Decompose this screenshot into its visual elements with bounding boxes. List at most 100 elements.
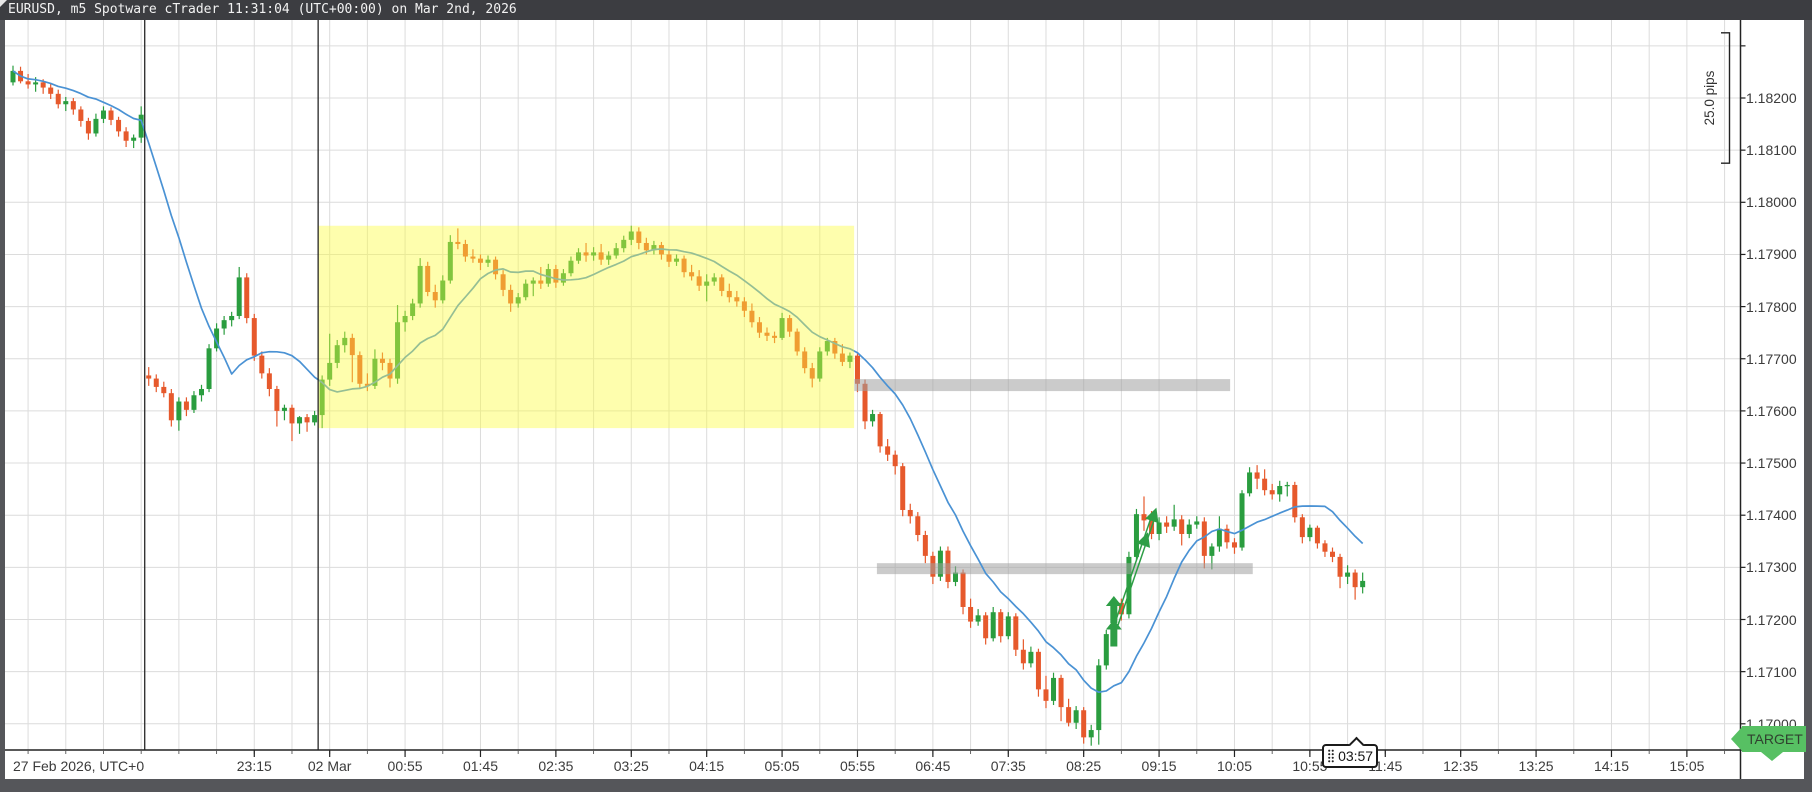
pip-ruler-label: 25.0 pips bbox=[1702, 70, 1717, 125]
candle-body bbox=[1292, 484, 1298, 518]
buy-arrow-marker-icon[interactable] bbox=[1105, 596, 1122, 624]
candle-body bbox=[236, 277, 242, 316]
time-label-06-45: 06:45 bbox=[915, 758, 951, 774]
candle-body bbox=[70, 101, 76, 110]
candle-body bbox=[523, 283, 529, 298]
candle-body bbox=[998, 612, 1004, 637]
candle-body bbox=[538, 280, 544, 284]
time-label-01-45: 01:45 bbox=[462, 758, 498, 774]
candle-body bbox=[772, 335, 778, 338]
candle-body bbox=[968, 606, 974, 622]
candle-body bbox=[1262, 478, 1268, 491]
time-label-02-Mar: 02 Mar bbox=[307, 758, 352, 774]
candle-body bbox=[515, 297, 521, 304]
candle-body bbox=[78, 109, 84, 121]
candle-body bbox=[1330, 551, 1335, 557]
time-label-10-05: 10:05 bbox=[1216, 758, 1252, 774]
candle-body bbox=[176, 401, 182, 421]
candle-body bbox=[1322, 543, 1328, 552]
time-label-23-15: 23:15 bbox=[236, 758, 272, 774]
candle-body bbox=[387, 362, 393, 379]
candle-body bbox=[719, 277, 725, 291]
candle-body bbox=[63, 101, 69, 105]
candle-body bbox=[530, 280, 536, 284]
candle-body bbox=[417, 265, 423, 304]
price-label-1.17100: 1.17100 bbox=[1746, 663, 1797, 680]
time-label-15-05: 15:05 bbox=[1669, 758, 1705, 774]
time-label-09-15: 09:15 bbox=[1141, 758, 1177, 774]
candle-body bbox=[297, 417, 303, 424]
candle-body bbox=[576, 252, 581, 261]
candle-body bbox=[455, 241, 461, 245]
bar-countdown-value: 03:57 bbox=[1338, 748, 1374, 764]
yellow-highlight-zone[interactable] bbox=[317, 225, 855, 429]
price-label-1.18200: 1.18200 bbox=[1746, 90, 1797, 106]
candle-body bbox=[726, 290, 732, 298]
target-flag-label: TARGET bbox=[1747, 731, 1803, 748]
candle-body bbox=[1201, 521, 1207, 556]
candle-body bbox=[123, 131, 129, 141]
chart-plot-area[interactable]: 25.0 pips bbox=[0, 20, 1812, 792]
candle-body bbox=[1156, 522, 1162, 534]
candle-body bbox=[568, 260, 574, 274]
candle-body bbox=[990, 612, 996, 639]
candle-body bbox=[319, 379, 325, 416]
target-price-flag[interactable]: TARGET bbox=[1731, 726, 1806, 762]
price-axis[interactable] bbox=[1740, 20, 1804, 779]
time-label-02-35: 02:35 bbox=[538, 758, 574, 774]
price-label-1.17900: 1.17900 bbox=[1746, 246, 1797, 263]
candle-body bbox=[1194, 521, 1200, 525]
chart-left-edge[interactable] bbox=[0, 20, 5, 792]
chart-right-scroll-edge[interactable] bbox=[1804, 20, 1812, 792]
gray-level-bar[interactable] bbox=[854, 379, 1231, 392]
trend-arrow-head-icon bbox=[1145, 507, 1159, 524]
candle-body bbox=[862, 383, 868, 422]
candle-body bbox=[259, 355, 265, 374]
candle-body bbox=[1013, 616, 1019, 650]
time-axis[interactable] bbox=[5, 750, 1740, 779]
price-label-1.17500: 1.17500 bbox=[1746, 455, 1797, 472]
candle-body bbox=[10, 70, 16, 83]
candle-body bbox=[560, 273, 566, 283]
gray-level-bar[interactable] bbox=[876, 563, 1253, 575]
candle-body bbox=[342, 337, 348, 346]
candle-body bbox=[900, 466, 906, 510]
candle-body bbox=[1254, 472, 1260, 479]
candle-body bbox=[372, 358, 378, 386]
price-label-1.17800: 1.17800 bbox=[1746, 298, 1797, 315]
time-label-00-55: 00:55 bbox=[387, 758, 423, 774]
candle-body bbox=[1096, 665, 1102, 731]
chart-canvas[interactable]: 25.0 pips bbox=[0, 20, 1812, 792]
candle-body bbox=[364, 383, 370, 386]
candle-body bbox=[25, 81, 31, 85]
candle-body bbox=[606, 255, 612, 260]
candle-body bbox=[824, 341, 830, 352]
chart-bottom-scroll-edge[interactable] bbox=[0, 779, 1812, 792]
candle-body bbox=[734, 297, 740, 302]
candle-body bbox=[1269, 490, 1275, 495]
candle-body bbox=[1028, 651, 1034, 664]
candle-body bbox=[628, 231, 634, 240]
price-label-1.17300: 1.17300 bbox=[1746, 559, 1797, 576]
candle-body bbox=[1171, 519, 1177, 527]
candle-body bbox=[40, 82, 46, 88]
pip-ruler-bracket[interactable] bbox=[1721, 32, 1731, 164]
candle-body bbox=[1103, 634, 1109, 666]
price-label-1.18000: 1.18000 bbox=[1746, 194, 1797, 211]
candle-body bbox=[1058, 677, 1064, 708]
trend-arrow-annotation[interactable] bbox=[1112, 507, 1159, 629]
target-flag-left-pointer-icon bbox=[1731, 727, 1742, 752]
gray-zone-bars[interactable] bbox=[854, 379, 1253, 575]
candle-body bbox=[266, 373, 272, 389]
candle-body bbox=[681, 258, 687, 273]
candle-body bbox=[1307, 527, 1313, 538]
candle-body bbox=[1314, 527, 1320, 544]
candle-body bbox=[274, 388, 280, 411]
candle-body bbox=[251, 318, 257, 356]
candle-body bbox=[794, 331, 800, 352]
candle-body bbox=[598, 252, 604, 260]
candle-body bbox=[802, 351, 808, 369]
candle-body bbox=[960, 572, 966, 607]
candle-body bbox=[425, 265, 431, 292]
candle-body bbox=[244, 277, 250, 319]
